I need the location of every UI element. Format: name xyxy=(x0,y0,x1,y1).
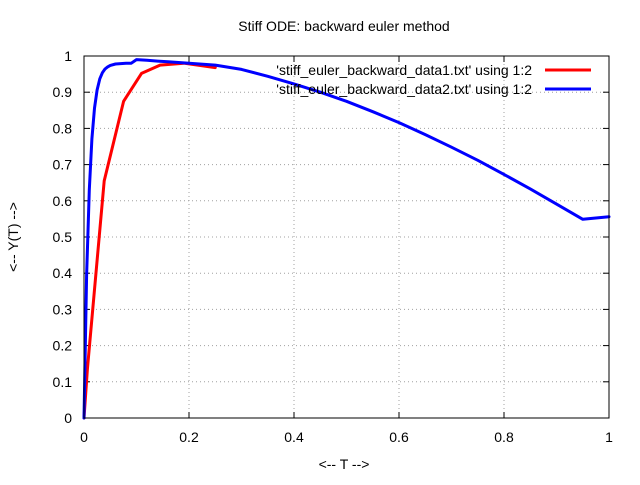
y-tick-label: 0 xyxy=(64,410,72,426)
x-tick-label: 0.6 xyxy=(389,429,409,445)
x-tick-label: 1 xyxy=(605,429,613,445)
x-tick-label: 0.2 xyxy=(179,429,199,445)
y-tick-label: 0.6 xyxy=(53,193,73,209)
x-tick-label: 0 xyxy=(80,429,88,445)
y-tick-label: 0.9 xyxy=(53,84,73,100)
plot-frame xyxy=(83,55,610,419)
x-axis-label: <-- T --> xyxy=(319,456,370,472)
chart-title: Stiff ODE: backward euler method xyxy=(238,18,449,34)
grid xyxy=(84,56,609,418)
legend-label-1: 'stiff_euler_backward_data1.txt' using 1… xyxy=(276,62,532,78)
y-tick-label: 0.2 xyxy=(53,338,73,354)
x-tick-label: 0.4 xyxy=(284,429,304,445)
y-tick-label: 0.7 xyxy=(53,157,73,173)
y-tick-label: 1 xyxy=(64,48,72,64)
axis-ticks: 0 0.2 0.4 0.6 0.8 1 0 0.1 0.2 0.3 0.4 0.5 0.6 0.7 0.8 0… xyxy=(53,48,614,445)
y-tick-label: 0.5 xyxy=(53,229,73,245)
series-lines xyxy=(82,58,611,420)
series-line-2 xyxy=(82,58,611,420)
series-line-1 xyxy=(82,61,217,420)
y-tick-label: 0.8 xyxy=(53,120,73,136)
y-tick-label: 0.1 xyxy=(53,374,73,390)
x-tick-label: 0.8 xyxy=(494,429,514,445)
legend: 'stiff_euler_backward_data1.txt' using 1… xyxy=(276,62,591,97)
y-tick-label: 0.3 xyxy=(53,301,73,317)
legend-label-2: 'stiff_euler_backward_data2.txt' using 1… xyxy=(276,81,532,97)
y-tick-label: 0.4 xyxy=(53,265,73,281)
y-axis-label: <-- Y(T) --> xyxy=(5,202,21,272)
